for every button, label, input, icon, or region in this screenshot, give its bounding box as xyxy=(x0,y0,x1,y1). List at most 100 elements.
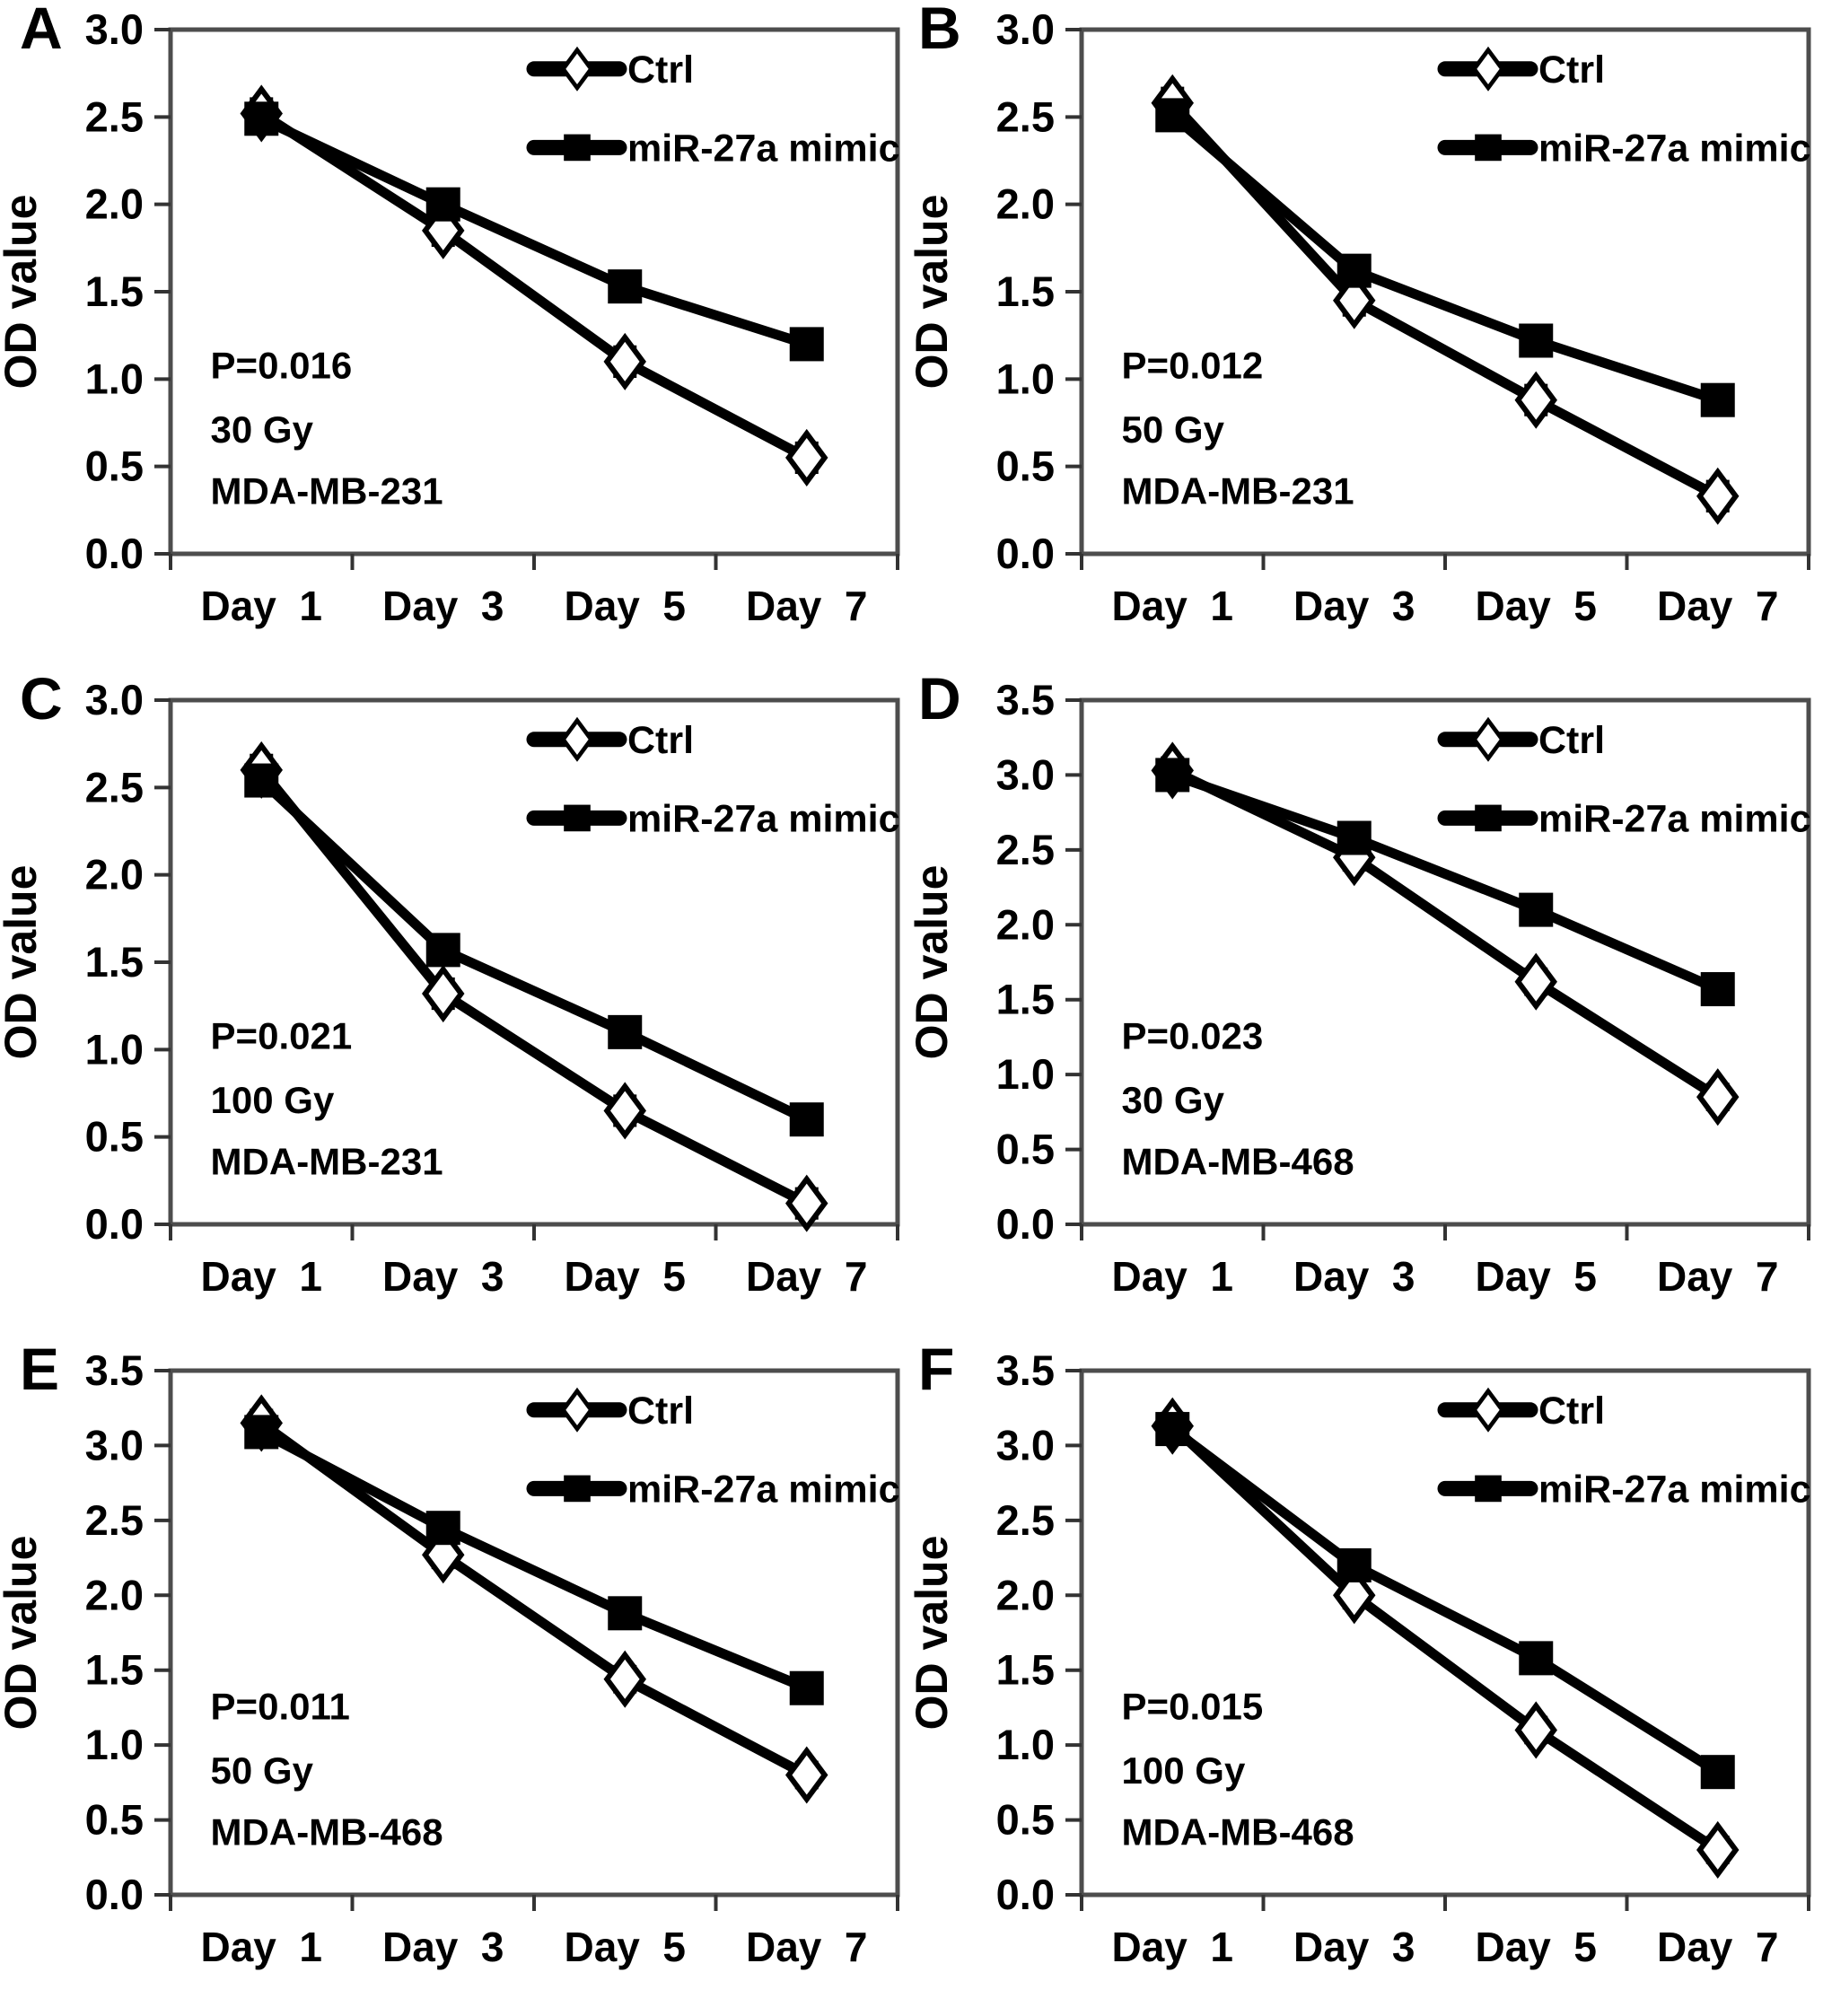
x-category-label: Day 5 xyxy=(564,1924,686,1970)
legend: Ctrl miR-27a mimic xyxy=(526,1387,900,1511)
y-axis: 0.0 0.5 1.0 1.5 2.0 2.5 3.0 3.5 xyxy=(85,1346,171,1918)
y-tick-label: 1.5 xyxy=(85,267,144,315)
y-axis-title: OD value xyxy=(911,865,957,1060)
diamond-marker xyxy=(1696,1068,1740,1126)
diamond-marker xyxy=(1514,1701,1557,1759)
y-tick-label: 2.5 xyxy=(996,826,1055,873)
legend-label-ctrl: Ctrl xyxy=(627,1389,694,1433)
x-category-label: Day 1 xyxy=(200,583,322,629)
diamond-marker xyxy=(785,428,828,486)
y-axis-title: OD value xyxy=(911,1536,957,1731)
annotation-p-value: P=0.012 xyxy=(1122,344,1264,386)
diamond-marker xyxy=(603,1082,646,1140)
y-tick-label: 3.0 xyxy=(996,5,1055,53)
legend-label-ctrl: Ctrl xyxy=(1538,48,1605,92)
annotation-cell-line: MDA-MB-231 xyxy=(211,470,443,513)
annotation-cell-line: MDA-MB-231 xyxy=(211,1141,443,1183)
y-tick-label: 3.5 xyxy=(996,676,1055,723)
annotations: P=0.021 100 Gy MDA-MB-231 xyxy=(211,1014,443,1182)
y-tick-label: 2.5 xyxy=(85,763,144,811)
x-axis: Day 1 Day 3 Day 5 Day 7 xyxy=(1080,1895,1810,1970)
square-marker xyxy=(1519,323,1554,358)
y-axis: 0.0 0.5 1.0 1.5 2.0 2.5 3.0 xyxy=(85,676,171,1248)
y-tick-label: 0.0 xyxy=(85,530,144,577)
x-category-label: Day 3 xyxy=(1293,1253,1415,1300)
y-tick-label: 0.5 xyxy=(996,1796,1055,1844)
square-marker xyxy=(244,763,279,798)
square-marker xyxy=(1155,1412,1190,1447)
y-tick-label: 0.0 xyxy=(85,1200,144,1248)
legend-square-marker xyxy=(564,134,591,162)
square-marker xyxy=(608,1014,643,1049)
x-axis: Day 1 Day 3 Day 5 Day 7 xyxy=(169,554,899,629)
annotation-p-value: P=0.016 xyxy=(211,344,353,386)
y-axis-title: OD value xyxy=(911,195,957,390)
square-marker xyxy=(1337,820,1372,855)
y-tick-label: 0.5 xyxy=(85,443,144,490)
y-tick-label: 1.0 xyxy=(996,355,1055,402)
mimic-markers xyxy=(244,763,824,1137)
legend-diamond-marker xyxy=(560,46,594,92)
x-category-label: Day 7 xyxy=(1657,1924,1779,1970)
legend-diamond-marker xyxy=(560,1387,594,1433)
annotation-cell-line: MDA-MB-468 xyxy=(1122,1811,1354,1854)
legend-diamond-marker xyxy=(560,716,594,762)
mimic-markers xyxy=(244,101,824,362)
annotations: P=0.023 30 Gy MDA-MB-468 xyxy=(1122,1014,1354,1182)
ctrl-series-line xyxy=(256,765,812,1209)
x-category-label: Day 3 xyxy=(1293,1924,1415,1970)
y-tick-label: 2.5 xyxy=(85,1496,144,1544)
legend-label-mimic: miR-27a mimic xyxy=(1538,1468,1811,1511)
diamond-marker xyxy=(1696,1820,1740,1879)
annotation-dose: 50 Gy xyxy=(1122,408,1225,451)
square-marker xyxy=(789,1670,824,1705)
ctrl-series-line xyxy=(1167,1421,1723,1855)
x-category-label: Day 7 xyxy=(746,1253,868,1300)
y-axis-title: OD value xyxy=(0,1536,46,1731)
x-axis: Day 1 Day 3 Day 5 Day 7 xyxy=(169,1224,899,1300)
mimic-series-line xyxy=(256,113,812,349)
y-tick-label: 3.0 xyxy=(85,676,144,723)
y-tick-label: 2.0 xyxy=(996,1571,1055,1618)
diamond-marker xyxy=(603,1650,646,1708)
diamond-marker xyxy=(422,1526,465,1584)
x-axis: Day 1 Day 3 Day 5 Day 7 xyxy=(1080,554,1810,629)
panel-d: D 0.0 0.5 1.0 1.5 2.0 2.5 3.0 3.5 Day 1 Day 3 Day … xyxy=(911,666,1823,1342)
x-category-label: Day 5 xyxy=(1475,583,1597,629)
diamond-marker xyxy=(603,332,646,390)
legend-square-marker xyxy=(1475,1475,1502,1503)
legend-label-mimic: miR-27a mimic xyxy=(627,1468,900,1511)
x-axis: Day 1 Day 3 Day 5 Day 7 xyxy=(169,1895,899,1970)
y-tick-label: 0.0 xyxy=(996,1871,1055,1918)
x-category-label: Day 5 xyxy=(564,1253,686,1300)
x-category-label: Day 3 xyxy=(1293,583,1415,629)
x-category-label: Day 1 xyxy=(200,1924,322,1970)
x-category-label: Day 7 xyxy=(1657,583,1779,629)
panel-letter: D xyxy=(918,665,961,732)
panel-e: E 0.0 0.5 1.0 1.5 2.0 2.5 3.0 3.5 Day 1 Day 3 Day … xyxy=(0,1337,911,2012)
legend-diamond-marker xyxy=(1471,716,1505,762)
panel-letter: E xyxy=(20,1336,60,1402)
legend-square-marker xyxy=(564,804,591,832)
diamond-marker xyxy=(1333,271,1376,329)
x-category-label: Day 1 xyxy=(1111,583,1233,629)
annotation-dose: 100 Gy xyxy=(1122,1749,1246,1792)
mimic-series-line xyxy=(1167,769,1723,995)
diamond-marker xyxy=(1696,467,1740,525)
square-marker xyxy=(425,933,460,968)
legend: Ctrl miR-27a mimic xyxy=(526,46,900,170)
square-marker xyxy=(1337,253,1372,288)
panel-letter: F xyxy=(918,1336,955,1402)
square-marker xyxy=(1700,382,1735,417)
diamond-marker xyxy=(1514,952,1557,1011)
panel-letter: C xyxy=(20,665,63,732)
annotations: P=0.015 100 Gy MDA-MB-468 xyxy=(1122,1685,1354,1853)
y-tick-label: 2.5 xyxy=(85,92,144,140)
legend-label-mimic: miR-27a mimic xyxy=(627,797,900,840)
y-tick-label: 2.5 xyxy=(996,92,1055,140)
legend-square-marker xyxy=(1475,804,1502,832)
y-tick-label: 1.0 xyxy=(85,355,144,402)
annotations: P=0.011 50 Gy MDA-MB-468 xyxy=(211,1685,443,1853)
